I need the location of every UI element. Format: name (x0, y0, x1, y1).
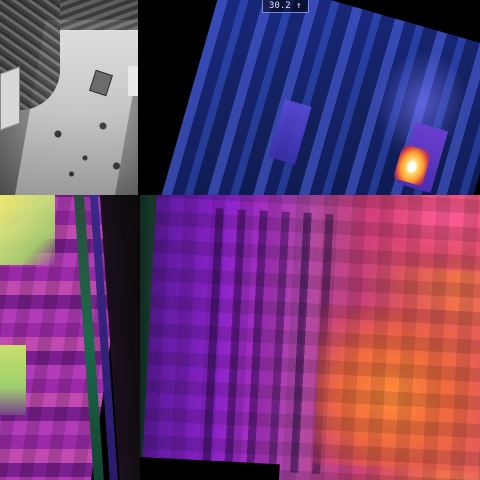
thermal-pixel-grid (140, 195, 480, 480)
thermal-yellow-region-mid (0, 345, 26, 415)
thermal-blue-frame (154, 0, 480, 195)
temperature-readout: 30.2 ↑ (262, 0, 309, 13)
aerial-building-right (128, 66, 138, 96)
thermal-magenta-right-tile (140, 195, 480, 480)
aerial-grayscale-tile (0, 0, 138, 195)
thermal-magenta-left-tile (0, 195, 140, 480)
thermal-yellow-region-top (0, 195, 55, 265)
thermal-blue-tile: 30.2 ↑ (138, 0, 480, 195)
thermal-magenta-orange-field (140, 195, 480, 480)
aerial-debris (40, 110, 130, 190)
aerial-building (0, 66, 20, 131)
aerial-rubble-top (60, 0, 138, 30)
